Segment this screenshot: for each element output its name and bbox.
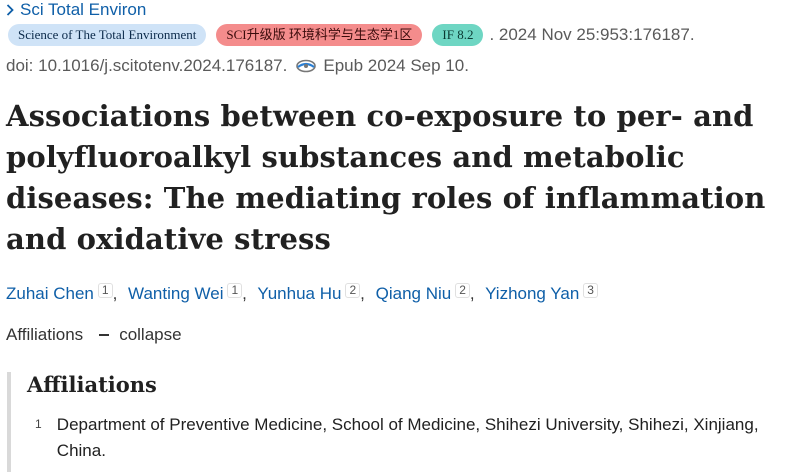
separator: , [469, 284, 475, 303]
separator: , [242, 284, 247, 303]
journal-line: Sci Total Environ [6, 0, 146, 20]
collapse-action[interactable]: collapse [119, 325, 182, 344]
affiliations-heading: Affiliations [27, 372, 157, 397]
affiliations-toggle[interactable]: Affiliations collapse [6, 325, 182, 345]
author-link[interactable]: Zuhai Chen [6, 284, 94, 303]
author-link[interactable]: Yunhua Hu [257, 284, 342, 303]
article-title: Associations between co-exposure to per-… [6, 99, 766, 256]
chevron-right-icon[interactable] [6, 4, 14, 16]
separator: , [360, 284, 365, 303]
affiliations-panel: Affiliations 1 Department of Preventive … [7, 372, 785, 472]
journal-full-badge[interactable]: Science of The Total Environment [8, 24, 207, 46]
impact-factor-badge[interactable]: IF 8.2 [432, 24, 484, 46]
date-volume: . 2024 Nov 25:953:176187. [489, 25, 695, 44]
author-list: Zuhai Chen 1, Wanting Wei 1, Yunhua Hu 2, Q… [6, 283, 598, 304]
affiliations-toggle-label: Affiliations [6, 325, 84, 344]
doi-text: doi: 10.1016/j.scitotenv.2024.176187. [6, 56, 288, 75]
epub-eye-icon [296, 59, 317, 73]
doi-line: doi: 10.1016/j.scitotenv.2024.176187. Ep… [6, 54, 469, 78]
author-link[interactable]: Yizhong Yan [485, 284, 580, 303]
citation-meta: Science of The Total Environment SCI升级版 … [8, 23, 695, 47]
collapse-dash-icon [99, 334, 110, 336]
journal-link[interactable]: Sci Total Environ [20, 0, 147, 19]
affiliation-ref[interactable]: 3 [583, 283, 598, 298]
sci-rank-badge[interactable]: SCI升级版 环境科学与生态学1区 [216, 24, 423, 46]
epub-date: Epub 2024 Sep 10. [323, 56, 469, 75]
affiliation-ref[interactable]: 1 [97, 283, 113, 298]
affiliation-number: 1 [35, 417, 42, 431]
affiliation-ref[interactable]: 1 [227, 283, 243, 298]
affiliation-ref[interactable]: 2 [345, 283, 361, 298]
affiliation-item: 1 Department of Preventive Medicine, Sch… [35, 412, 785, 464]
affiliation-text: Department of Preventive Medicine, Schoo… [56, 415, 759, 460]
author-link[interactable]: Wanting Wei [128, 284, 224, 303]
author-link[interactable]: Qiang Niu [375, 284, 452, 303]
separator: , [112, 284, 118, 303]
affiliation-ref[interactable]: 2 [455, 283, 470, 298]
